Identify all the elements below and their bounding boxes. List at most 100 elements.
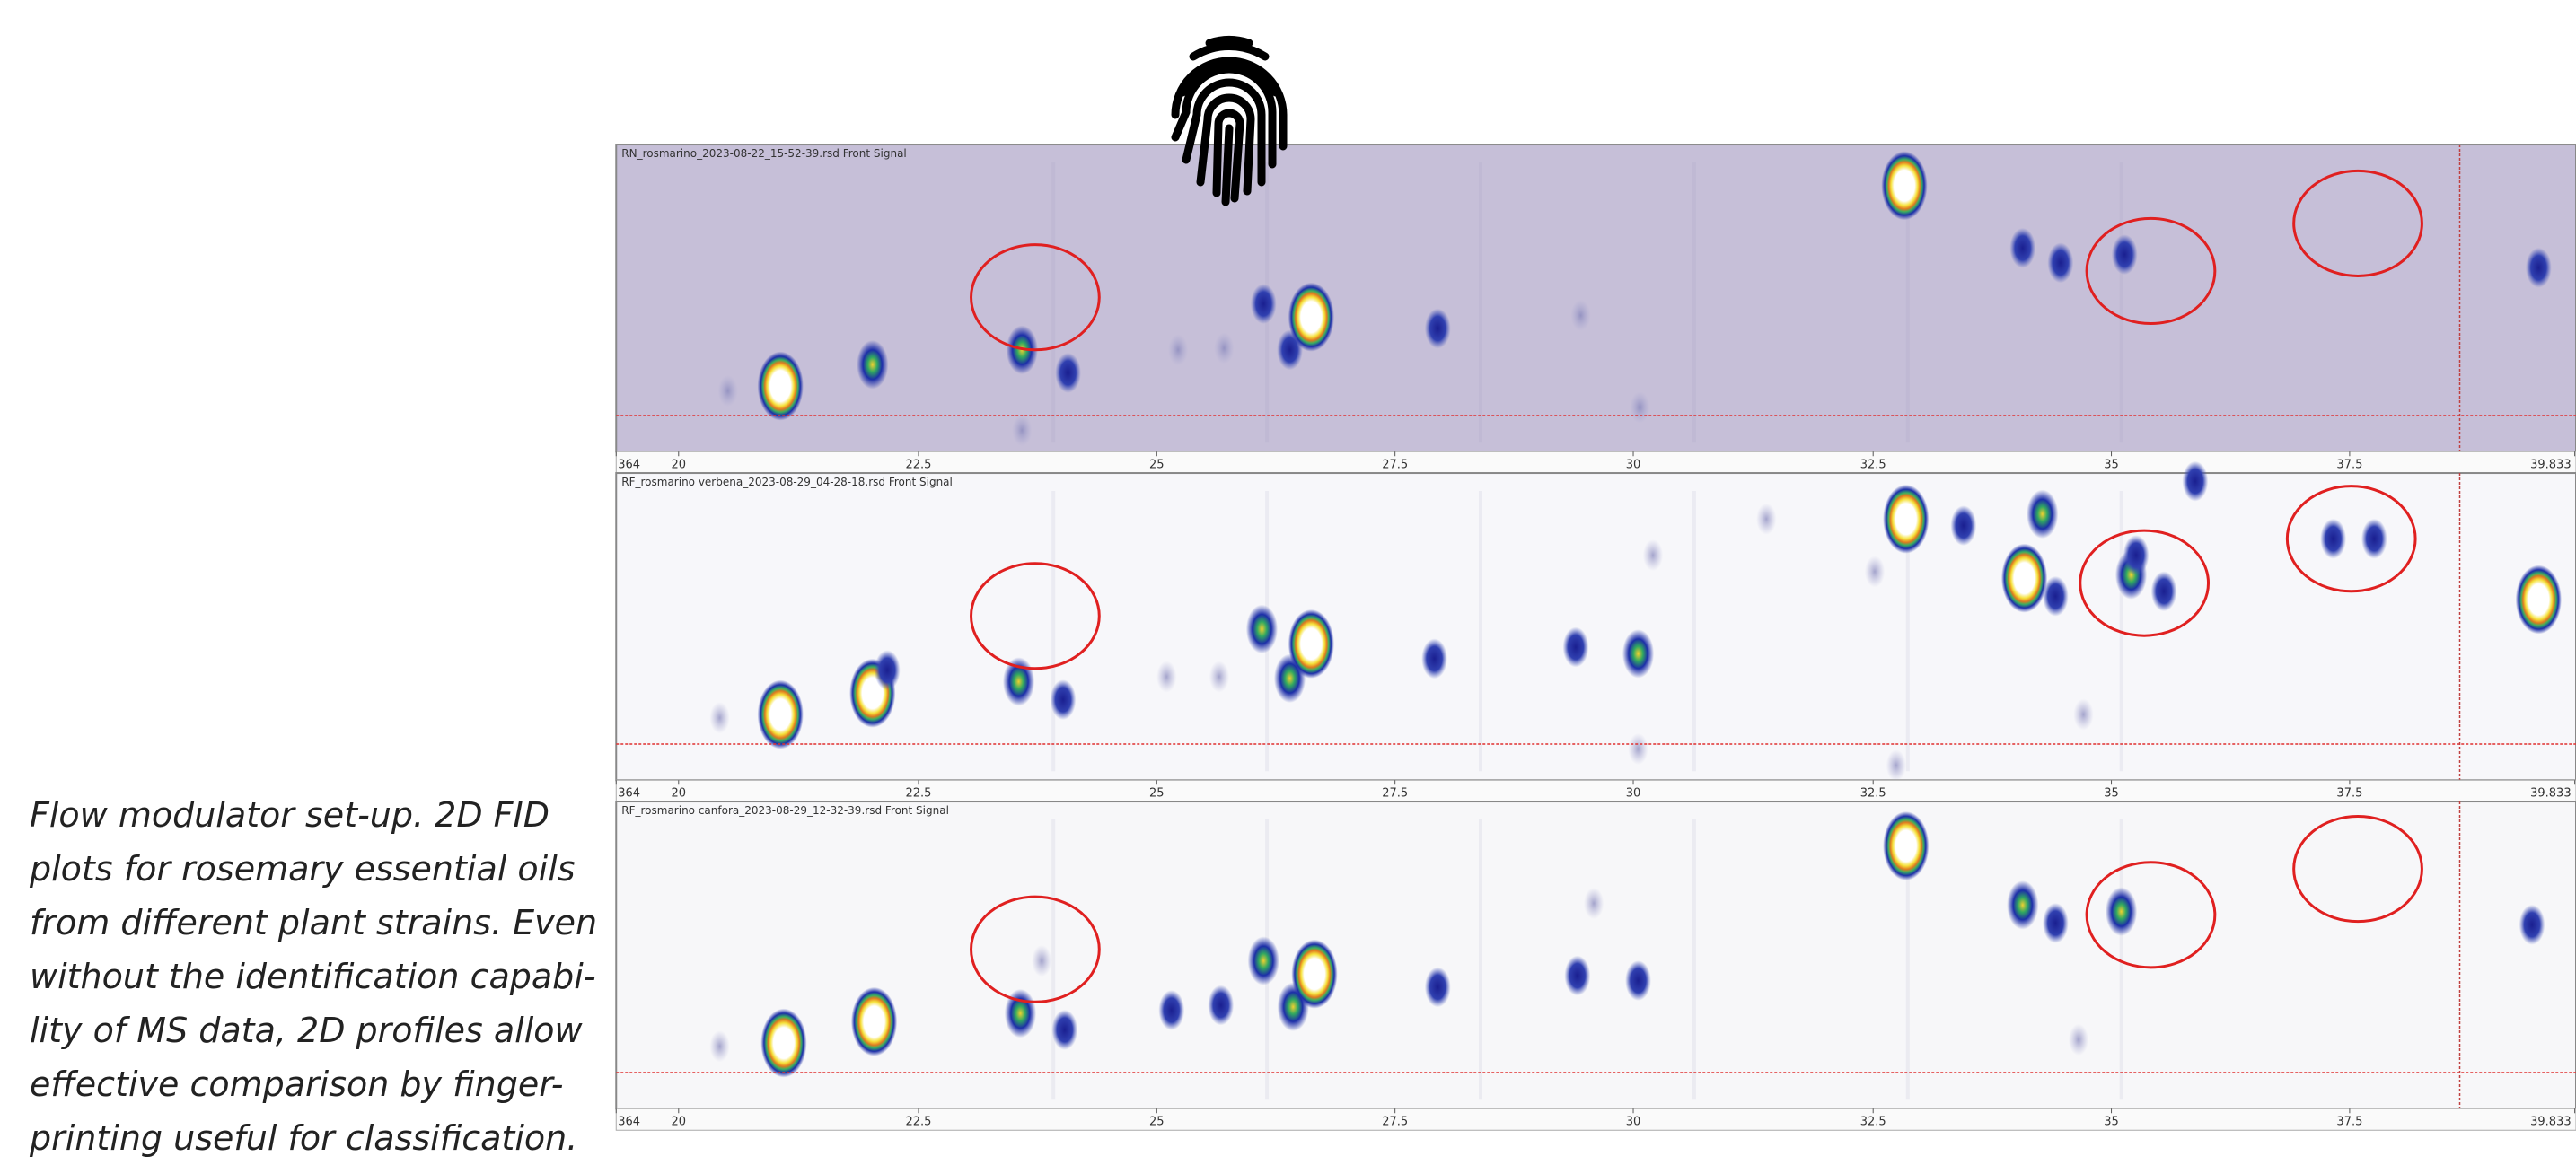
peak-spot: [1209, 661, 1229, 692]
peak-spot: [2043, 903, 2069, 943]
streak: [2120, 819, 2123, 1099]
peak-spot: [1563, 627, 1589, 668]
peak-spot: [2001, 544, 2047, 613]
streak: [1692, 162, 1696, 442]
peak-spot: [1158, 990, 1184, 1030]
x-tick-label: 20: [672, 1115, 687, 1128]
peak-spot: [2361, 519, 2387, 559]
peak-spot: [717, 375, 737, 407]
panel-header: RF_rosmarino verbena_2023-08-29_04-28-18…: [621, 476, 953, 488]
peak-spot: [1643, 539, 1663, 571]
x-tick-label: 37.5: [2336, 458, 2362, 471]
peak-spot: [1288, 609, 1334, 679]
peak-spot: [2043, 576, 2069, 617]
x-tick-label: 32.5: [1860, 458, 1886, 471]
streak: [1692, 819, 1696, 1099]
peak-spot: [1950, 505, 1976, 546]
peak-spot: [2047, 242, 2073, 283]
peak-spot: [1625, 960, 1651, 1001]
x-tick-label: 39.833: [2530, 458, 2572, 471]
streak: [1051, 162, 1055, 442]
peak-spot: [2182, 461, 2208, 502]
peak-spot: [1425, 309, 1451, 349]
peak-spot: [1248, 936, 1279, 985]
peak-spot: [758, 680, 804, 749]
peak-spot: [2069, 1024, 2088, 1056]
peak-spot: [2106, 887, 2137, 935]
gc-plots: RN_rosmarino_2023-08-22_15-52-39.rsd Fro…: [0, 0, 2576, 1141]
x-tick-label: 20: [672, 786, 687, 800]
plot-area: [616, 145, 2576, 451]
peak-spot: [1886, 749, 1906, 781]
plot-area: [616, 473, 2576, 780]
peak-spot: [2151, 571, 2177, 611]
peak-spot: [1622, 629, 1654, 678]
x-tick-label: 30: [1626, 786, 1641, 800]
streak: [1479, 819, 1482, 1099]
plot-area: [616, 801, 2576, 1108]
peak-spot: [2519, 905, 2545, 945]
x-tick-label: 32.5: [1860, 786, 1886, 800]
peak-spot: [1208, 985, 1234, 1026]
peak-spot: [1032, 945, 1051, 977]
page: {"figure": { "caption": ["Flow modulator…: [0, 0, 2576, 1141]
peak-spot: [851, 987, 897, 1056]
x-tick-label: 35: [2104, 786, 2119, 800]
peak-spot: [1628, 733, 1648, 765]
x-tick-label: 27.5: [1382, 458, 1408, 471]
peak-spot: [1883, 485, 1929, 554]
peak-spot: [1055, 353, 1081, 393]
peak-spot: [1883, 811, 1929, 880]
peak-spot: [1865, 556, 1885, 587]
peak-spot: [709, 702, 729, 733]
peak-spot: [1881, 151, 1927, 220]
peak-spot: [2123, 535, 2150, 575]
x-tick-label: 30: [1626, 1115, 1641, 1128]
peak-spot: [1756, 504, 1776, 535]
streak: [1692, 491, 1696, 771]
peak-spot: [1425, 967, 1451, 1007]
peak-spot: [2009, 228, 2035, 268]
x-tick-label: 35: [2104, 458, 2119, 471]
panel-header: RN_rosmarino_2023-08-22_15-52-39.rsd Fro…: [621, 147, 907, 160]
peak-spot: [1246, 605, 1278, 653]
x-tick-label: 22.5: [905, 786, 931, 800]
peak-spot: [1214, 332, 1234, 364]
x-tick-label: 39.833: [2530, 786, 2572, 800]
peak-spot: [2516, 565, 2562, 635]
peak-spot: [1570, 300, 1590, 331]
x-tick-label: 39.833: [2530, 1115, 2572, 1128]
x-tick-label: 364: [618, 1115, 640, 1128]
x-tick-label: 27.5: [1382, 1115, 1408, 1128]
x-tick-label: 22.5: [905, 458, 931, 471]
x-tick-label: 364: [618, 458, 640, 471]
peak-spot: [709, 1030, 729, 1062]
x-tick-label: 37.5: [2336, 1115, 2362, 1128]
streak: [1051, 491, 1055, 771]
streak: [1479, 491, 1482, 771]
x-tick-label: 25: [1149, 786, 1165, 800]
peak-spot: [857, 340, 888, 389]
x-tick-label: 37.5: [2336, 786, 2362, 800]
x-tick-label: 30: [1626, 458, 1641, 471]
x-tick-label: 35: [2104, 1115, 2119, 1128]
x-tick-label: 20: [672, 458, 687, 471]
peak-spot: [1051, 1010, 1077, 1050]
peak-spot: [1168, 334, 1188, 365]
streak: [2120, 162, 2123, 442]
x-tick-label: 364: [618, 786, 640, 800]
peak-spot: [1421, 638, 1447, 679]
streak: [1479, 162, 1482, 442]
peak-spot: [1288, 283, 1334, 352]
peak-spot: [1251, 284, 1277, 324]
peak-spot: [2526, 248, 2552, 288]
panel-header: RF_rosmarino canfora_2023-08-29_12-32-39…: [621, 804, 949, 817]
peak-spot: [1012, 415, 1032, 446]
peak-spot: [875, 650, 901, 690]
peak-spot: [2007, 880, 2038, 929]
peak-spot: [1291, 940, 1337, 1009]
peak-spot: [2027, 490, 2058, 539]
peak-spot: [2112, 234, 2138, 275]
peak-spot: [1630, 391, 1649, 423]
peak-spot: [2073, 698, 2093, 730]
